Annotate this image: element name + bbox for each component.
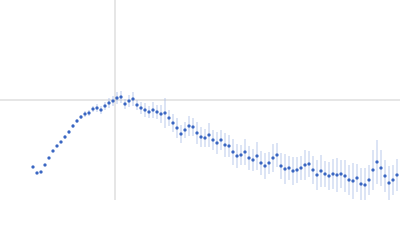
data-point [179,132,183,136]
data-point [335,173,339,177]
data-point [283,167,287,171]
data-point [251,158,255,162]
data-point [223,143,227,147]
data-point [211,138,215,142]
data-point [163,111,167,115]
data-point [47,156,51,160]
data-point [115,96,119,100]
data-point [279,164,283,168]
data-point [287,166,291,170]
data-point [367,178,371,182]
data-point [127,99,131,103]
data-point [359,182,363,186]
data-point [247,156,251,160]
chart [0,0,400,200]
data-point [383,174,387,178]
data-point [103,104,107,108]
data-point [123,102,127,106]
data-point [263,164,267,168]
data-point [391,178,395,182]
data-point [183,128,187,132]
data-point [295,168,299,172]
data-point [351,179,355,183]
data-point [207,133,211,137]
data-point [363,183,367,187]
data-point [255,154,259,158]
data-point [315,173,319,177]
data-point [331,172,335,176]
data-point [87,111,91,115]
data-point [311,168,315,172]
data-point [219,138,223,142]
data-point [319,169,323,173]
data-point [379,166,383,170]
data-point [75,119,79,123]
data-point [143,108,147,112]
data-point [159,112,163,116]
data-point [267,161,271,165]
data-point [175,126,179,130]
data-point [99,108,103,112]
data-point [235,154,239,158]
data-point [227,144,231,148]
data-point [55,144,59,148]
data-point [119,95,123,99]
data-point [95,106,99,110]
data-point [339,172,343,176]
data-point [275,153,279,157]
data-point [79,115,83,119]
data-point [111,99,115,103]
data-point [355,176,359,180]
data-point [259,161,263,165]
data-point [59,140,63,144]
data-point [271,156,275,160]
data-point [67,130,71,134]
data-point [39,170,43,174]
data-point [239,153,243,157]
data-point [191,125,195,129]
data-point [83,112,87,116]
data-point [35,171,39,175]
data-point [151,108,155,112]
data-point [307,162,311,166]
data-point [291,169,295,173]
data-point [343,174,347,178]
data-point [303,163,307,167]
data-point [107,101,111,105]
data-point [167,116,171,120]
data-point [51,149,55,153]
data-point [155,110,159,114]
data-point [147,110,151,114]
data-point [139,106,143,110]
data-point [347,178,351,182]
data-point [203,136,207,140]
data-point [395,173,399,177]
data-point [323,172,327,176]
data-point [187,124,191,128]
data-point [199,135,203,139]
data-point [375,160,379,164]
data-point [91,107,95,111]
data-point [243,150,247,154]
data-point [195,131,199,135]
data-point [131,97,135,101]
data-point [135,103,139,107]
data-point [171,121,175,125]
data-point [71,124,75,128]
data-point [63,135,67,139]
data-point [215,141,219,145]
data-point [299,166,303,170]
data-point [327,174,331,178]
data-point [371,168,375,172]
data-point [43,163,47,167]
data-point [31,165,35,169]
data-point [387,181,391,185]
data-point [231,150,235,154]
